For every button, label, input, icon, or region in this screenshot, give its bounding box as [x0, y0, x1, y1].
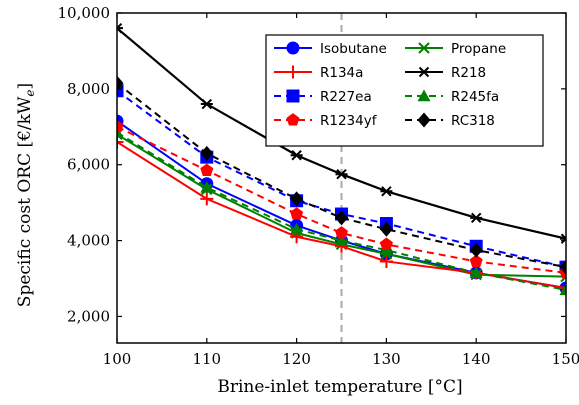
- x-tick-label: 150: [552, 350, 579, 368]
- ticks-layer: 100 110 120 130 140 150 2,000 4,000 6,000 8,000 10…: [58, 4, 579, 368]
- series-point-r245fa: [559, 283, 566, 296]
- y-axis-title-subscript: e: [23, 89, 37, 96]
- legend-label-r134a: R134a: [320, 65, 363, 81]
- series-point-r1234yf: [290, 207, 304, 220]
- series-r245fa: [117, 125, 566, 296]
- y-tick-label: 4,000: [67, 232, 110, 250]
- series-point-r1234yf: [335, 226, 348, 239]
- legend-marker-isobutane: [286, 41, 300, 55]
- legend-marker-r1234yf: [286, 113, 300, 126]
- series-point-rc318: [379, 221, 393, 237]
- legend-marker-r245fa: [417, 89, 431, 102]
- legend-marker-rc318: [417, 112, 431, 128]
- legend-label-r218: R218: [451, 65, 486, 81]
- legend-label-rc318: RC318: [451, 113, 495, 129]
- series-point-r218: [335, 168, 348, 180]
- y-axis-title-close: ]: [15, 83, 35, 90]
- series-r218: [117, 22, 566, 244]
- legend-label-r227ea: R227ea: [320, 89, 372, 105]
- series-rc318: [117, 75, 566, 275]
- series-point-r245fa: [290, 222, 304, 235]
- series-point-r218: [470, 212, 483, 224]
- series-point-r227ea: [117, 84, 124, 98]
- x-tick-label: 110: [192, 350, 221, 368]
- series-point-r218: [117, 22, 123, 34]
- series-point-rc318: [117, 75, 124, 91]
- series-point-r1234yf: [200, 163, 214, 176]
- series-point-r245fa: [200, 180, 214, 193]
- series-point-r218: [290, 150, 303, 161]
- series-point-r1234yf: [117, 119, 124, 133]
- y-tick-label: 6,000: [67, 156, 110, 174]
- series-point-rc318: [335, 210, 348, 226]
- x-tick-label: 120: [282, 350, 311, 368]
- y-tick-label: 8,000: [67, 80, 110, 98]
- series-point-r134a: [117, 135, 124, 149]
- legend-marker-r134a: [286, 65, 300, 79]
- legend-marker-r227ea: [286, 89, 300, 103]
- legend-label-propane: Propane: [451, 41, 506, 57]
- x-tick-label: 100: [103, 350, 132, 368]
- series-point-r245fa: [335, 234, 348, 246]
- plot-layer: [116, 12, 567, 344]
- legend: Isobutane Propane R134a R218 R227ea R245fa R12…: [265, 34, 544, 147]
- series-point-r134a: [200, 192, 214, 206]
- series-point-r134a: [379, 254, 393, 268]
- series-point-r1234yf: [379, 237, 393, 250]
- y-axis-title: Specific cost ORC [€/kWe]: [15, 83, 37, 307]
- series-point-r218: [380, 186, 393, 197]
- legend-label-r245fa: R245fa: [451, 89, 499, 105]
- series-point-r218: [200, 98, 213, 110]
- series-point-r218: [560, 233, 566, 244]
- plot-frame: [116, 12, 567, 344]
- series-point-r1234yf: [469, 254, 483, 267]
- series-r1234yf: [117, 119, 566, 279]
- series-point-rc318: [559, 259, 566, 275]
- legend-marker-propane: [418, 42, 430, 54]
- series-point-r134a: [559, 281, 566, 295]
- legend-marker-r218: [418, 66, 430, 78]
- series-point-rc318: [200, 145, 214, 161]
- legend-label-r1234yf: R1234yf: [320, 113, 378, 129]
- x-axis-title: Brine-inlet temperature [°C]: [217, 377, 462, 397]
- x-tick-label: 140: [462, 350, 491, 368]
- legend-box: [265, 34, 544, 147]
- series-point-r245fa: [469, 266, 483, 279]
- y-axis-title-main: Specific cost ORC [€/kW: [15, 96, 35, 307]
- series-point-rc318: [469, 242, 483, 258]
- y-tick-label: 2,000: [67, 307, 110, 325]
- x-tick-label: 130: [372, 350, 401, 368]
- y-tick-label: 10,000: [58, 4, 111, 22]
- series-point-rc318: [290, 191, 304, 207]
- legend-label-isobutane: Isobutane: [320, 41, 387, 57]
